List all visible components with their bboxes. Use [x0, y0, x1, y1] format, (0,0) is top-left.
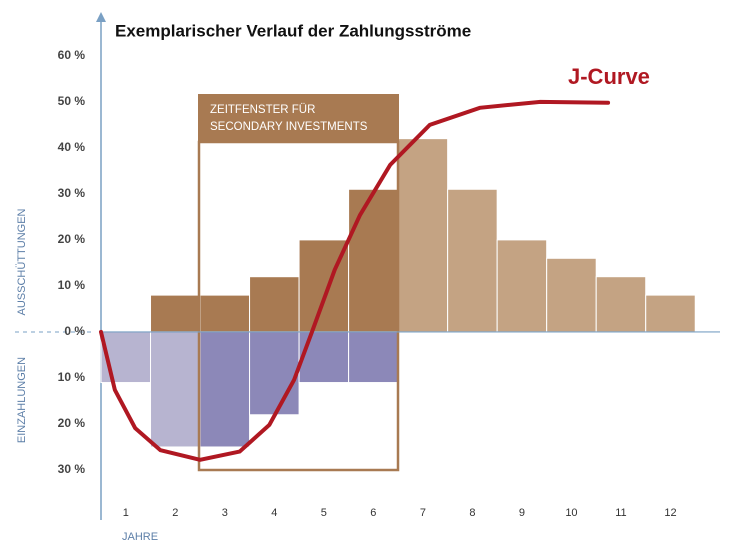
bar: [298, 331, 350, 384]
y-axis-label: AUSSCHÜTTUNGEN: [16, 208, 28, 315]
bar: [546, 257, 597, 333]
y-tick-label: 20 %: [58, 232, 86, 246]
chart-title: Exemplarischer Verlauf der Zahlungsström…: [115, 21, 471, 40]
bar: [199, 331, 251, 448]
x-axis-label: JAHRE: [122, 531, 158, 543]
x-tick-label: 2: [172, 507, 178, 519]
y-tick-label: 20 %: [58, 416, 86, 430]
x-tick-label: 4: [271, 507, 277, 519]
bar: [397, 138, 449, 333]
bar: [595, 276, 647, 333]
x-tick-label: 3: [222, 507, 228, 519]
x-tick-label: 10: [565, 507, 577, 519]
y-tick-label: 0 %: [64, 324, 85, 338]
x-tick-label: 8: [469, 507, 475, 519]
bar: [645, 294, 696, 333]
window-header: [198, 94, 399, 142]
window-label: ZEITFENSTER FÜR: [210, 104, 315, 116]
x-tick-label: 12: [664, 507, 676, 519]
x-tick-label: 5: [321, 507, 327, 519]
x-tick-label: 11: [615, 507, 626, 519]
y-tick-label: 10 %: [58, 278, 86, 292]
bar: [496, 239, 548, 333]
axis-arrow: [96, 12, 106, 22]
window-label: SECONDARY INVESTMENTS: [210, 121, 368, 133]
y-tick-label: 40 %: [58, 140, 86, 154]
bar: [249, 276, 300, 333]
x-tick-label: 7: [420, 507, 426, 519]
bar: [348, 188, 399, 333]
y-tick-label: 30 %: [58, 462, 86, 476]
x-tick-label: 6: [370, 507, 376, 519]
curve-label: J-Curve: [568, 64, 650, 89]
y-tick-label: 60 %: [58, 48, 86, 62]
x-tick-label: 9: [519, 507, 525, 519]
bar: [150, 294, 201, 333]
bar: [447, 188, 498, 333]
y-tick-label: 10 %: [58, 370, 86, 384]
y-tick-label: 30 %: [58, 186, 86, 200]
bar: [249, 331, 300, 416]
bar: [150, 331, 201, 448]
j-curve: [99, 99, 611, 462]
y-tick-label: 50 %: [58, 94, 86, 108]
x-tick-label: 1: [123, 507, 129, 519]
y-axis-label: EINZAHLUNGEN: [16, 357, 28, 443]
bar: [348, 331, 399, 384]
bar: [199, 294, 251, 333]
